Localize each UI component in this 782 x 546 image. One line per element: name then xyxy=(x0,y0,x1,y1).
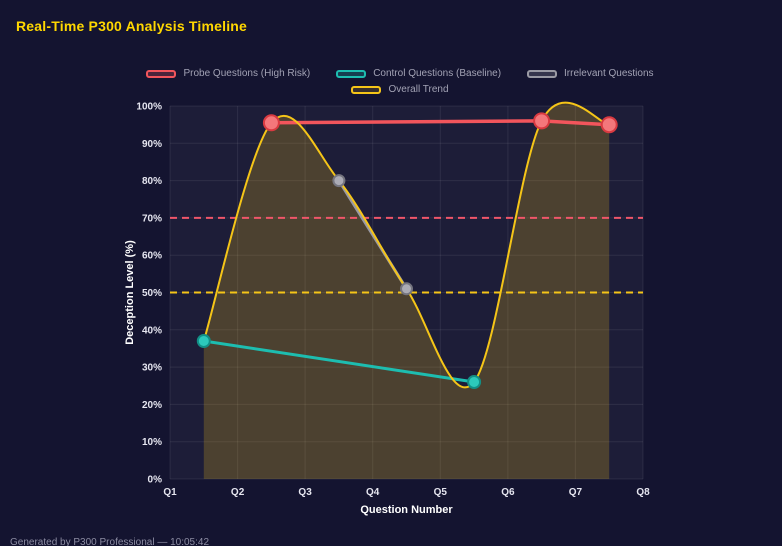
page-title: Real-Time P300 Analysis Timeline xyxy=(16,18,248,34)
legend-item-irrelevant[interactable]: Irrelevant Questions xyxy=(527,68,654,79)
y-tick-label: 100% xyxy=(136,102,162,113)
y-tick-label: 90% xyxy=(142,139,162,150)
x-tick-label: Q1 xyxy=(163,487,177,498)
y-tick-label: 10% xyxy=(142,437,162,448)
legend-label: Irrelevant Questions xyxy=(564,68,654,79)
legend-label: Control Questions (Baseline) xyxy=(373,68,502,79)
generated-by-text: Generated by P300 Professional — 10:05:4… xyxy=(10,537,210,546)
probe-series-swatch xyxy=(146,69,177,78)
x-tick-label: Q5 xyxy=(434,487,448,498)
x-tick-label: Q6 xyxy=(501,487,515,498)
y-tick-label: 0% xyxy=(148,475,163,486)
data-point-series-2[interactable] xyxy=(400,282,413,296)
legend-item-control[interactable]: Control Questions (Baseline) xyxy=(336,68,501,79)
data-point-series-0[interactable] xyxy=(533,112,551,130)
data-point-series-0[interactable] xyxy=(262,114,280,132)
y-tick-label: 70% xyxy=(142,213,162,224)
data-point-series-1[interactable] xyxy=(467,375,482,389)
legend-row-1: Probe Questions (High Risk) Control Ques… xyxy=(146,68,654,79)
x-axis-title: Question Number xyxy=(360,504,453,516)
series-line-1 xyxy=(202,339,476,384)
x-tick-label: Q8 xyxy=(636,487,650,498)
x-tick-label: Q7 xyxy=(569,487,583,498)
trend-series-swatch xyxy=(351,85,382,94)
y-tick-label: 60% xyxy=(142,251,162,262)
legend-item-trend[interactable]: Overall Trend xyxy=(351,84,449,95)
y-axis-title: Deception Level (%) xyxy=(124,240,136,345)
y-tick-label: 80% xyxy=(142,176,162,187)
legend-row-2: Overall Trend xyxy=(351,84,449,95)
y-tick-label: 20% xyxy=(142,400,162,411)
y-tick-label: 50% xyxy=(142,288,162,299)
chart-legend: Probe Questions (High Risk) Control Ques… xyxy=(140,68,660,95)
irrelevant-series-swatch xyxy=(527,69,558,78)
data-point-series-1[interactable] xyxy=(196,334,211,348)
data-point-series-2[interactable] xyxy=(332,174,346,188)
y-tick-label: 40% xyxy=(142,325,162,336)
legend-label: Overall Trend xyxy=(388,84,449,95)
x-tick-label: Q3 xyxy=(298,487,312,498)
x-tick-label: Q2 xyxy=(231,487,245,498)
legend-label: Probe Questions (High Risk) xyxy=(183,68,311,79)
legend-item-probe[interactable]: Probe Questions (High Risk) xyxy=(146,68,310,79)
x-tick-label: Q4 xyxy=(366,487,380,498)
control-series-swatch xyxy=(336,69,367,78)
data-point-series-0[interactable] xyxy=(600,116,618,134)
y-tick-label: 30% xyxy=(142,363,162,374)
